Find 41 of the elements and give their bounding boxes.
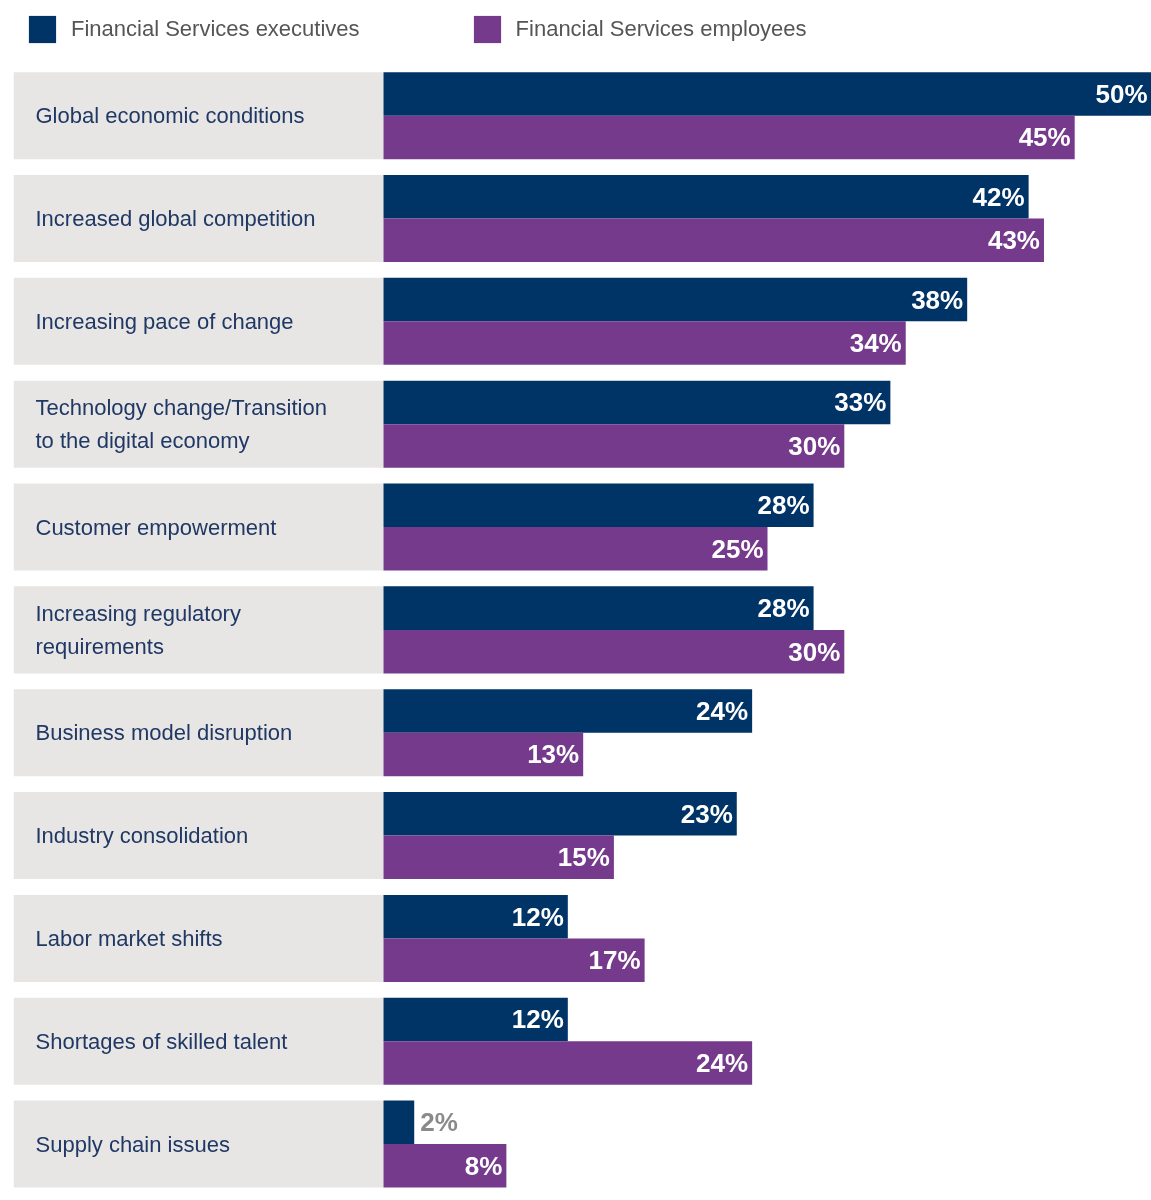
- data-label: 38%: [911, 284, 964, 315]
- data-label: 17%: [588, 945, 641, 976]
- bar: [383, 732, 584, 777]
- data-label: 25%: [711, 533, 764, 564]
- y-tick-label: Labor market shifts: [35, 925, 223, 951]
- data-label: 28%: [757, 490, 810, 521]
- y-tick-label: Customer empowerment: [35, 514, 277, 540]
- y-tick-label: Shortages of skilled talent: [35, 1028, 288, 1054]
- data-label: 8%: [464, 1150, 503, 1181]
- data-label: 43%: [987, 225, 1040, 256]
- data-label: 30%: [788, 636, 841, 667]
- data-label: 2%: [420, 1107, 458, 1138]
- y-tick-label: Global economic conditions: [35, 103, 305, 129]
- bar: [383, 1144, 507, 1188]
- y-tick-label: Increasing pace of change: [35, 308, 294, 334]
- data-label: 34%: [849, 328, 902, 359]
- legend-label: Financial Services executives: [71, 16, 360, 42]
- data-label: 15%: [557, 842, 610, 873]
- data-label: 13%: [527, 739, 580, 770]
- data-label: 45%: [1018, 122, 1071, 153]
- bar: [383, 835, 614, 880]
- data-label: 24%: [696, 1047, 749, 1078]
- data-label: 33%: [834, 387, 887, 418]
- data-label: 50%: [1095, 78, 1148, 109]
- y-tick-label: Industry consolidation: [35, 823, 249, 849]
- data-label: 42%: [972, 181, 1025, 212]
- bar: [383, 1100, 415, 1145]
- y-tick-label: Supply chain issues: [35, 1131, 230, 1157]
- data-label: 23%: [680, 798, 733, 829]
- bar: [383, 894, 568, 939]
- legend-label: Financial Services employees: [515, 16, 807, 42]
- data-label: 28%: [757, 593, 810, 624]
- y-tick-label: Business model disruption: [35, 720, 293, 746]
- data-label: 30%: [788, 430, 841, 461]
- y-tick-label: Increased global competition: [35, 206, 316, 232]
- data-label: 12%: [511, 1004, 564, 1035]
- data-label: 24%: [696, 695, 749, 726]
- bar: [383, 997, 568, 1042]
- y-tick-label: Technology change/Transition to the digital economy: [35, 395, 327, 453]
- data-label: 12%: [511, 901, 564, 932]
- y-tick-label: Increasing regulatory requirements: [35, 601, 241, 659]
